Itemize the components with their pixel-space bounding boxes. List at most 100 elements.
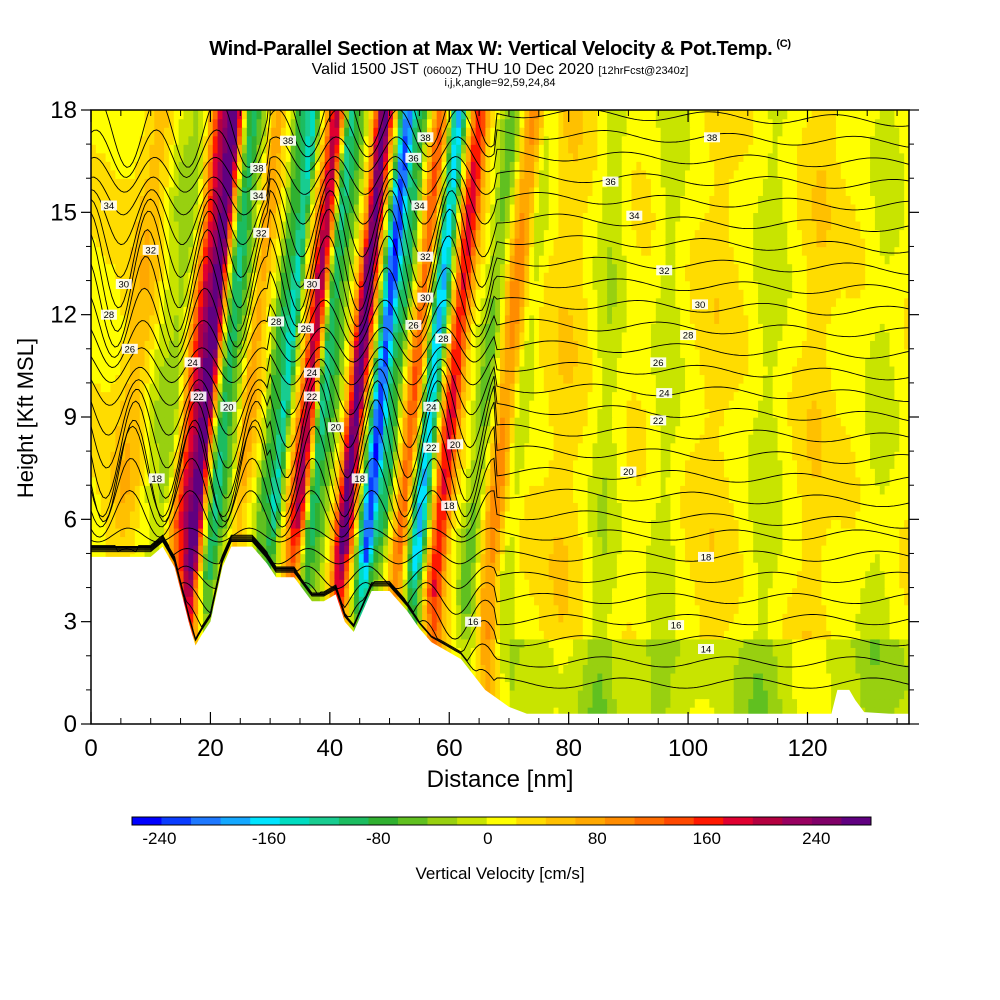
colorbar-tick-label: 240 — [802, 829, 830, 848]
theta-contour-line — [91, 399, 909, 523]
contour-label: 18 — [441, 500, 458, 512]
contour-label: 34 — [250, 190, 267, 202]
contour-label: 28 — [680, 330, 697, 342]
colorbar-swatch — [693, 817, 724, 825]
contour-label: 22 — [423, 442, 440, 454]
colorbar-swatch — [664, 817, 694, 825]
theta-contour-line — [91, 208, 909, 333]
theta-contour-line — [91, 136, 909, 193]
contour-label: 26 — [650, 357, 667, 369]
y-tick-label: 18 — [50, 97, 77, 124]
colorbar-swatch — [220, 817, 251, 825]
contour-label: 34 — [411, 200, 428, 212]
contour-label: 20 — [327, 422, 344, 434]
chart-title: Wind-Parallel Section at Max W: Vertical… — [209, 38, 791, 60]
colorbar-swatch — [486, 817, 517, 825]
contour-label: 34 — [100, 200, 117, 212]
theta-contour-line — [91, 168, 909, 246]
contour-label: 32 — [253, 227, 270, 239]
theta-contours — [91, 110, 909, 689]
colorbar-swatch — [338, 817, 369, 825]
theta-contour-line — [91, 156, 909, 216]
y-axis-label: Height [Kft MSL] — [13, 337, 38, 499]
colorbar-swatch — [161, 817, 192, 825]
colorbar-frame — [131, 816, 872, 826]
colorbar-swatch — [457, 817, 488, 825]
y-tick-label: 6 — [64, 506, 77, 533]
theta-contour-line — [91, 527, 909, 543]
contour-label: 22 — [190, 391, 207, 403]
x-tick-label: 60 — [436, 735, 463, 762]
contour-label: 32 — [142, 244, 159, 256]
contour-label: 20 — [220, 401, 237, 413]
y-tick-label: 3 — [64, 609, 77, 636]
colorbar-swatch — [279, 817, 310, 825]
theta-contour-line — [91, 267, 909, 359]
contour-label: 26 — [121, 343, 138, 355]
colorbar-swatch — [782, 817, 813, 825]
contour-labels: 38 38 38 38 36 36 34 34 34 34 32 32 32 32 30 30 30 30 28 28… — [100, 132, 720, 656]
contour-label: 30 — [115, 279, 132, 291]
colorbar-tick-label: 0 — [483, 829, 492, 848]
theta-contour-line — [91, 425, 909, 518]
contour-label: 18 — [148, 473, 165, 485]
terrain-mask — [91, 546, 909, 724]
grid-indices: i,j,k,angle=92,59,24,84 — [444, 77, 556, 89]
contour-label: 30 — [303, 279, 320, 291]
colorbar-swatch — [132, 817, 162, 825]
contour-label: 22 — [303, 391, 320, 403]
contour-label: 24 — [303, 367, 320, 379]
theta-contour-line — [91, 368, 909, 469]
y-tick-label: 12 — [50, 302, 77, 329]
contour-label: 28 — [435, 333, 452, 345]
colorbar-swatch — [516, 817, 547, 825]
x-axis-label: Distance [nm] — [426, 766, 574, 793]
y-tick-label: 15 — [50, 199, 77, 226]
theta-contour-line — [91, 457, 909, 528]
theta-contour-line — [91, 177, 909, 279]
colorbar-swatch — [309, 817, 340, 825]
x-tick-label: 40 — [316, 735, 343, 762]
theta-contour-line — [91, 189, 909, 309]
x-tick-label: 100 — [668, 735, 708, 762]
contour-label: 38 — [280, 135, 296, 147]
colorbar: -240 -160 -80 0 80 160 240 — [131, 816, 872, 848]
contour-label: 24 — [656, 388, 673, 400]
x-tick-label: 20 — [197, 735, 224, 762]
x-tick-label: 0 — [84, 735, 97, 762]
colorbar-tick-label: -160 — [252, 829, 286, 848]
contour-label: 26 — [297, 323, 314, 335]
theta-contour-line — [91, 326, 909, 384]
colorbar-label: Vertical Velocity [cm/s] — [415, 864, 585, 883]
theta-contour-line — [91, 534, 909, 565]
theta-contour-line — [91, 380, 909, 499]
contour-label: 16 — [465, 616, 482, 628]
colorbar-tick-label: -80 — [366, 829, 391, 848]
theta-contour-line — [91, 235, 909, 348]
contour-label: 38 — [250, 163, 267, 175]
x-tick-label: 120 — [787, 735, 827, 762]
contour-label: 24 — [184, 357, 201, 369]
contour-label: 16 — [668, 620, 685, 632]
contour-label: 36 — [602, 176, 619, 188]
colorbar-tick-label: -240 — [142, 829, 176, 848]
colorbar-swatch — [604, 817, 635, 825]
contour-label: 26 — [405, 319, 422, 331]
colorbar-swatch — [575, 817, 606, 825]
theta-contour-line — [91, 358, 909, 436]
colorbar-tick-label: 80 — [588, 829, 607, 848]
colorbar-swatch — [752, 817, 783, 825]
contour-label: 36 — [405, 152, 422, 164]
colorbar-swatch — [427, 817, 458, 825]
contour-label: 30 — [417, 292, 434, 304]
contour-label: 20 — [447, 439, 464, 451]
colorbar-swatch — [811, 817, 842, 825]
x-tick-label: 80 — [555, 735, 582, 762]
colorbar-swatch — [250, 817, 281, 825]
valid-time-line: Valid 1500 JST (0600Z) THU 10 Dec 2020 [… — [311, 61, 689, 78]
colorbar-swatch — [398, 817, 428, 825]
contour-label: 18 — [698, 551, 714, 563]
colorbar-swatch — [634, 817, 665, 825]
